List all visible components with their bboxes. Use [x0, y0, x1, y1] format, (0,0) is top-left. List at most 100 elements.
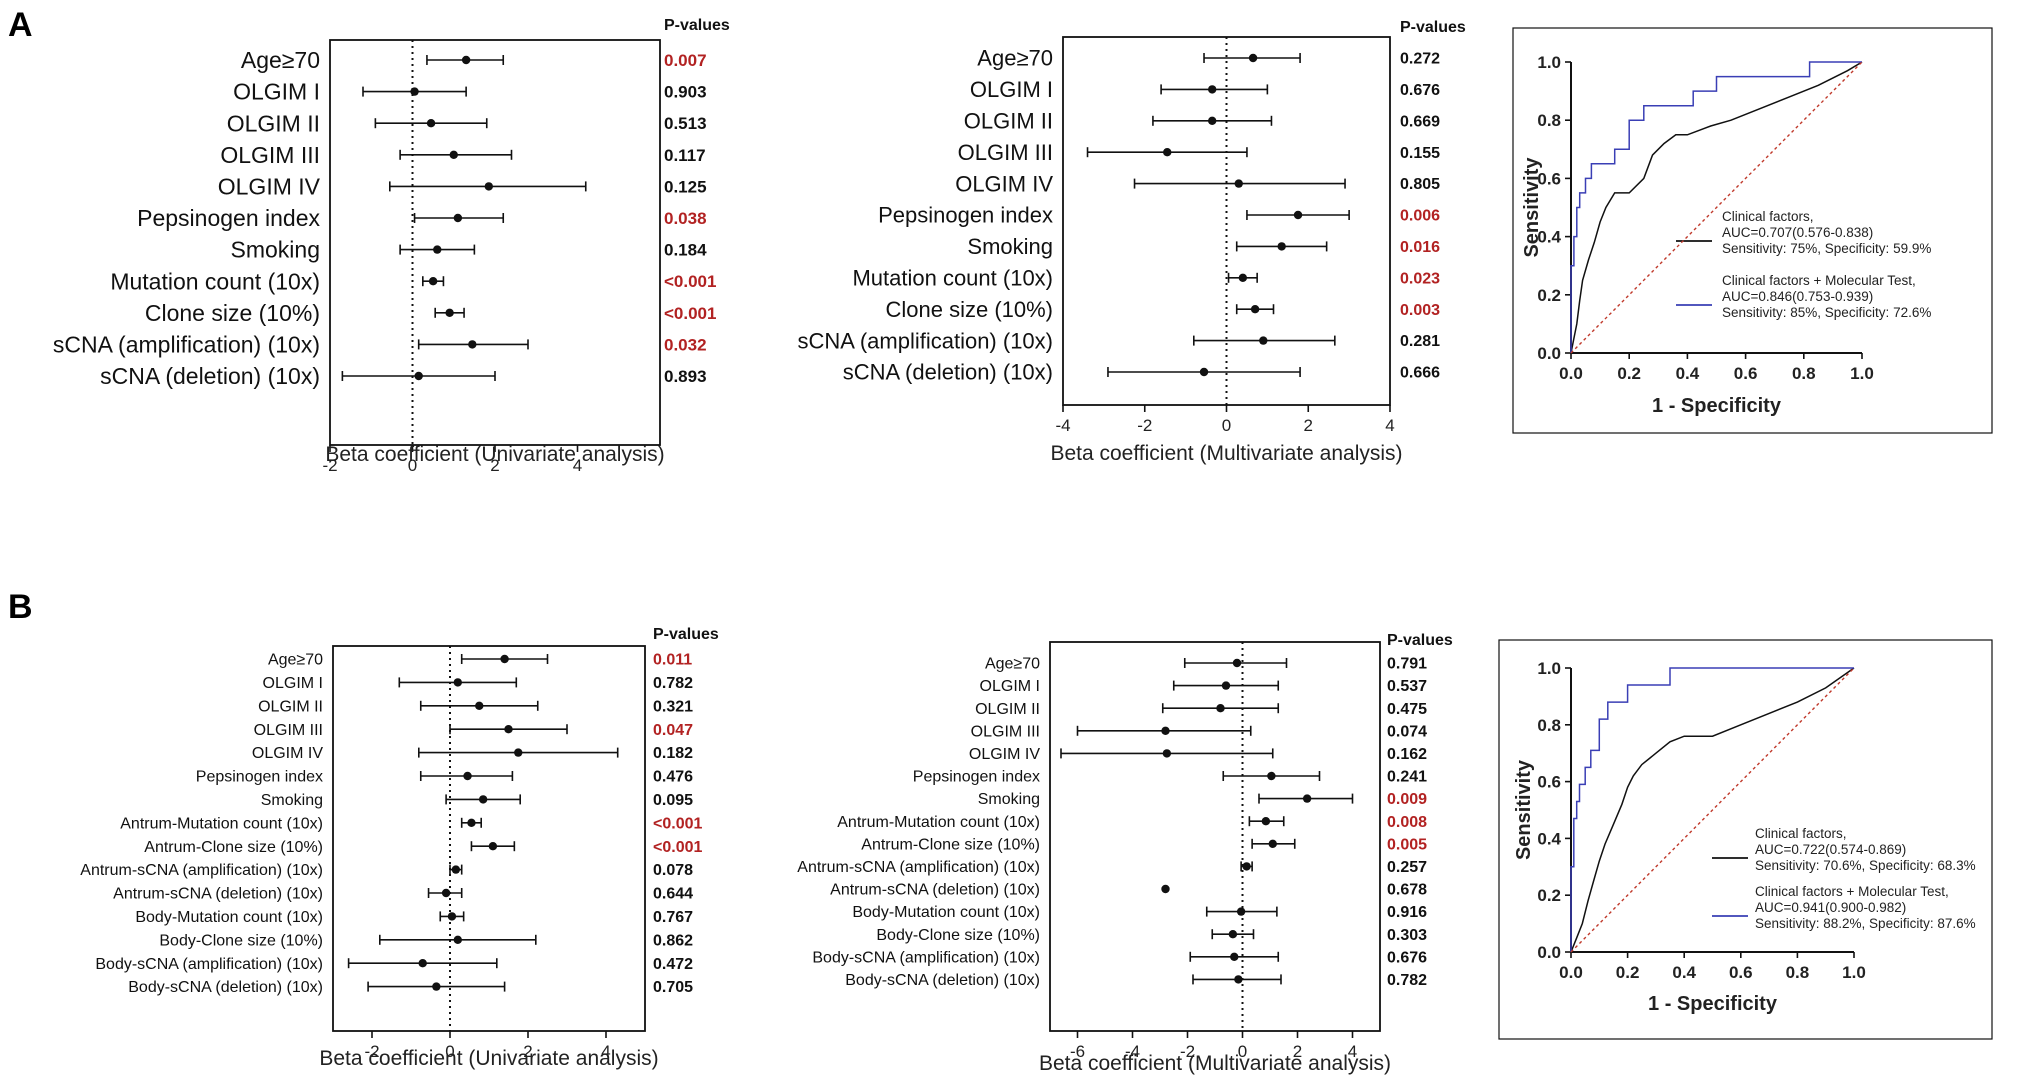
forest-row-label: sCNA (amplification) (10x): [53, 331, 320, 357]
forest-row-label: Clone size (10%): [885, 297, 1053, 322]
forest-point-estimate: [451, 865, 461, 874]
forest-row-label: OLGIM IV: [218, 173, 321, 199]
pvalue: 0.537: [1387, 678, 1427, 695]
forest-row-label: Age≥70: [985, 656, 1040, 673]
forest-point-estimate: [453, 678, 462, 687]
forest-row-label: Antrum-Clone size (10%): [861, 836, 1040, 853]
forest-xtick-label: -2: [1137, 416, 1152, 435]
forest-xtick-label: 0: [1238, 1042, 1247, 1061]
forest-xtick-label: -2: [364, 1042, 379, 1061]
pvalue: 0.644: [653, 886, 693, 903]
pvalue: 0.476: [653, 769, 693, 786]
pvalue-significant: <0.001: [664, 272, 716, 291]
forest-row-label: OLGIM III: [958, 140, 1053, 165]
roc-legend-text: Clinical factors,: [1722, 209, 1814, 224]
forest-row-label: Body-sCNA (deletion) (10x): [128, 979, 323, 996]
forest-row-label: OLGIM II: [258, 698, 323, 715]
forest-point-estimate: [426, 119, 436, 128]
forest-row-label: Pepsinogen index: [137, 205, 320, 231]
roc-legend-text: Sensitivity: 88.2%, Specificity: 87.6%: [1755, 916, 1976, 931]
roc-ytick-label: 0.0: [1537, 344, 1561, 363]
pvalue: 0.184: [664, 241, 707, 260]
roc-xtick-label: 0.0: [1559, 364, 1583, 383]
pvalue-significant: 0.003: [1400, 302, 1440, 319]
forest-point-estimate: [1228, 930, 1238, 939]
forest-row-label: Age≥70: [977, 46, 1053, 71]
roc-xlabel: 1 - Specificity: [1648, 993, 1778, 1015]
forest-row-label: Antrum-Clone size (10%): [144, 839, 323, 856]
pvalue: 0.182: [653, 745, 693, 762]
forest-point-estimate: [1207, 116, 1217, 126]
pvalue-significant: 0.009: [1387, 791, 1427, 808]
roc-ytick-label: 0.2: [1537, 886, 1561, 905]
pvalue: 0.241: [1387, 769, 1427, 786]
roc-legend-text: Sensitivity: 70.6%, Specificity: 68.3%: [1755, 858, 1976, 873]
pvalue: 0.078: [653, 862, 693, 879]
roc-ytick-label: 1.0: [1537, 659, 1561, 678]
pvalue: 0.074: [1387, 723, 1427, 740]
pvalue-header: P-values: [653, 626, 719, 643]
roc-ytick-label: 0.8: [1537, 716, 1561, 735]
roc-legend-text: Clinical factors + Molecular Test,: [1755, 884, 1949, 899]
pvalue-significant: <0.001: [653, 839, 702, 856]
forest-xtick-label: -4: [1125, 1042, 1140, 1061]
panel-label-a: A: [8, 6, 33, 44]
roc-ytick-label: 0.2: [1537, 286, 1561, 305]
forest-row-label: Body-Clone size (10%): [876, 927, 1040, 944]
forest-row-label: Antrum-sCNA (amplification) (10x): [797, 859, 1040, 876]
forest-point-estimate: [468, 340, 477, 349]
forest-point-estimate: [1250, 305, 1260, 314]
forest-row-label: Body-sCNA (amplification) (10x): [95, 956, 323, 973]
roc-frame-A3: [1512, 27, 1993, 434]
forest-row-label: OLGIM II: [227, 110, 320, 136]
forest-frame-B1: [332, 645, 646, 1032]
roc-xtick-label: 1.0: [1850, 364, 1874, 383]
pvalue: 0.117: [664, 146, 706, 165]
pvalue: 0.669: [1400, 113, 1440, 130]
forest-row-label: OLGIM III: [220, 142, 320, 168]
forest-point-estimate: [463, 771, 472, 781]
forest-row-label: Mutation count (10x): [110, 268, 320, 294]
forest-xtick-label: 0: [445, 1042, 454, 1061]
forest-point-estimate: [1242, 862, 1251, 871]
pvalue: 0.272: [1400, 51, 1440, 68]
forest-row-label: Body-Mutation count (10x): [852, 904, 1040, 921]
pvalue: 0.678: [1387, 882, 1427, 899]
forest-row-label: Antrum-sCNA (deletion) (10x): [830, 882, 1040, 899]
forest-row-label: OLGIM III: [971, 723, 1040, 740]
forest-point-estimate: [1234, 179, 1243, 188]
pvalue: 0.805: [1400, 176, 1440, 193]
forest-point-estimate: [418, 959, 427, 968]
forest-xtick-label: -2: [322, 456, 337, 475]
forest-point-estimate: [514, 748, 523, 757]
forest-point-estimate: [1302, 794, 1312, 803]
forest-row-label: OLGIM II: [975, 701, 1040, 718]
roc-ytick-label: 0.8: [1537, 111, 1561, 130]
forest-row-label: Body-Clone size (10%): [159, 932, 323, 949]
pvalue-significant: 0.008: [1387, 814, 1427, 831]
forest-point-estimate: [1161, 726, 1170, 735]
pvalue: 0.257: [1387, 859, 1427, 876]
roc-ylabel: Sensitivity: [1521, 157, 1543, 258]
forest-point-estimate: [1216, 704, 1225, 713]
forest-point-estimate: [1221, 681, 1231, 690]
pvalue: 0.893: [664, 367, 707, 386]
pvalue: 0.676: [1400, 82, 1440, 99]
roc-legend-text: AUC=0.722(0.574-0.869): [1755, 842, 1906, 857]
forest-point-estimate: [432, 982, 441, 991]
forest-point-estimate: [441, 888, 451, 898]
forest-point-estimate: [467, 818, 476, 827]
forest-frame-A1: [329, 39, 661, 446]
forest-point-estimate: [1232, 658, 1242, 668]
forest-point-estimate: [461, 55, 471, 65]
forest-row-label: Pepsinogen index: [913, 769, 1040, 786]
forest-row-label: OLGIM I: [233, 79, 320, 105]
roc-legend-text: Clinical factors + Molecular Test,: [1722, 273, 1916, 288]
pvalue: 0.475: [1387, 701, 1427, 718]
forest-point-estimate: [1248, 53, 1258, 63]
forest-point-estimate: [1238, 273, 1248, 282]
forest-xlabel: Beta coefficient (Univariate analysis): [319, 1047, 658, 1070]
forest-row-label: Pepsinogen index: [196, 769, 323, 786]
panel-label-b: B: [8, 588, 33, 626]
forest-row-label: Pepsinogen index: [878, 203, 1053, 228]
